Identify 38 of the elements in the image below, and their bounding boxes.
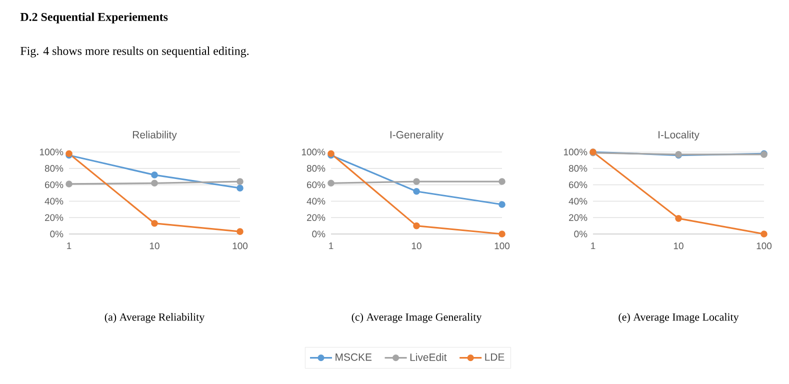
y-tick-label: 60% bbox=[45, 181, 64, 188]
legend-label: LDE bbox=[485, 353, 504, 361]
x-tick-label: 10 bbox=[674, 242, 684, 250]
chart-title: I-Locality bbox=[658, 130, 700, 140]
y-tick-label: 40% bbox=[44, 198, 64, 205]
y-tick-label: 40% bbox=[568, 198, 588, 205]
y-tick-label: 0% bbox=[574, 230, 588, 238]
chart-title: I-Generality bbox=[390, 130, 444, 140]
legend-label: MSCKE bbox=[336, 353, 372, 361]
y-tick-label: 20% bbox=[307, 214, 326, 221]
y-tick-label: 100% bbox=[564, 148, 588, 156]
x-tick-label: 100 bbox=[232, 242, 248, 250]
text: (a) Average Reliability bbox=[104, 313, 205, 323]
x-tick-label: 1 bbox=[591, 242, 596, 250]
text: (c) Average Image Generality bbox=[352, 313, 482, 323]
chart-title: Reliability bbox=[132, 130, 177, 140]
x-tick-label: 10 bbox=[412, 242, 422, 250]
legend-label: LiveEdit bbox=[410, 353, 447, 361]
y-tick-label: 40% bbox=[306, 198, 326, 205]
y-tick-label: 20% bbox=[569, 214, 588, 221]
x-tick-label: 1 bbox=[329, 242, 334, 250]
y-tick-label: 80% bbox=[568, 165, 588, 172]
y-tick-label: 0% bbox=[312, 230, 326, 238]
y-tick-label: 20% bbox=[45, 214, 64, 221]
text: D.2 Sequential Experiements bbox=[20, 12, 168, 24]
caption: Fig. 4 shows more results on sequential editing. bbox=[20, 46, 249, 58]
x-tick-label: 10 bbox=[150, 242, 160, 250]
y-tick-label: 100% bbox=[40, 148, 64, 156]
x-tick-label: 100 bbox=[756, 242, 772, 250]
y-tick-label: 60% bbox=[307, 181, 326, 188]
y-tick-label: 100% bbox=[302, 148, 326, 156]
text: (e) Average Image Locality bbox=[618, 313, 739, 323]
y-tick-label: 80% bbox=[44, 165, 64, 172]
y-tick-label: 60% bbox=[569, 181, 588, 188]
y-tick-label: 0% bbox=[50, 230, 64, 238]
y-tick-label: 80% bbox=[306, 165, 326, 172]
x-tick-label: 1 bbox=[67, 242, 72, 250]
x-tick-label: 100 bbox=[494, 242, 510, 250]
